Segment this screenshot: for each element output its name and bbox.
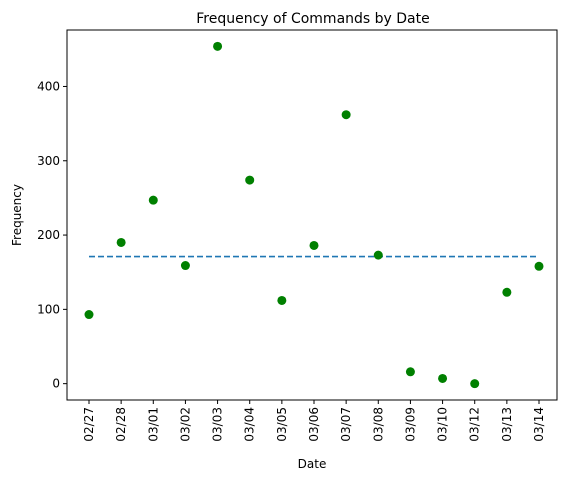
x-tick-label: 03/07 (339, 407, 353, 442)
x-tick-label: 03/04 (243, 407, 257, 442)
x-tick-label: 03/14 (532, 407, 546, 442)
data-point (309, 240, 319, 250)
x-tick-label: 03/12 (468, 407, 482, 442)
x-tick-label: 03/03 (211, 407, 225, 442)
x-tick-label: 03/10 (436, 407, 450, 442)
x-axis: 02/27 02/28 03/01 03/02 03/03 03/04 03/05 03/06… (82, 400, 546, 442)
plot-frame (66, 29, 558, 401)
data-point (148, 195, 158, 205)
x-tick-label: 02/28 (114, 407, 128, 442)
y-axis-label: Frequency (10, 184, 24, 246)
data-point (245, 175, 255, 185)
x-axis-label: Date (298, 457, 327, 471)
y-axis: 0 100 200 300 400 (37, 79, 67, 391)
x-tick-label: 03/09 (403, 407, 417, 442)
data-point (438, 373, 448, 383)
data-point (84, 310, 94, 320)
x-tick-label: 03/02 (178, 407, 192, 442)
data-point (116, 237, 126, 247)
chart-title: Frequency of Commands by Date (196, 11, 430, 27)
data-points (84, 41, 544, 389)
y-tick-label: 400 (37, 79, 60, 93)
y-tick-label: 300 (37, 154, 60, 168)
x-tick-label: 02/27 (82, 407, 96, 442)
data-point (180, 261, 190, 271)
data-point (534, 261, 544, 271)
data-point (502, 287, 512, 297)
y-tick-label: 200 (37, 228, 60, 242)
x-tick-label: 03/08 (371, 407, 385, 442)
data-point (341, 110, 351, 120)
data-point (373, 250, 383, 260)
data-point (277, 295, 287, 305)
x-tick-label: 03/13 (500, 407, 514, 442)
x-tick-label: 03/05 (275, 407, 289, 442)
data-point (405, 367, 415, 377)
data-point (213, 41, 223, 51)
data-point (470, 379, 480, 389)
y-tick-label: 0 (52, 377, 60, 391)
y-tick-label: 100 (37, 302, 60, 316)
x-tick-label: 03/01 (146, 407, 160, 442)
x-tick-label: 03/06 (307, 407, 321, 442)
